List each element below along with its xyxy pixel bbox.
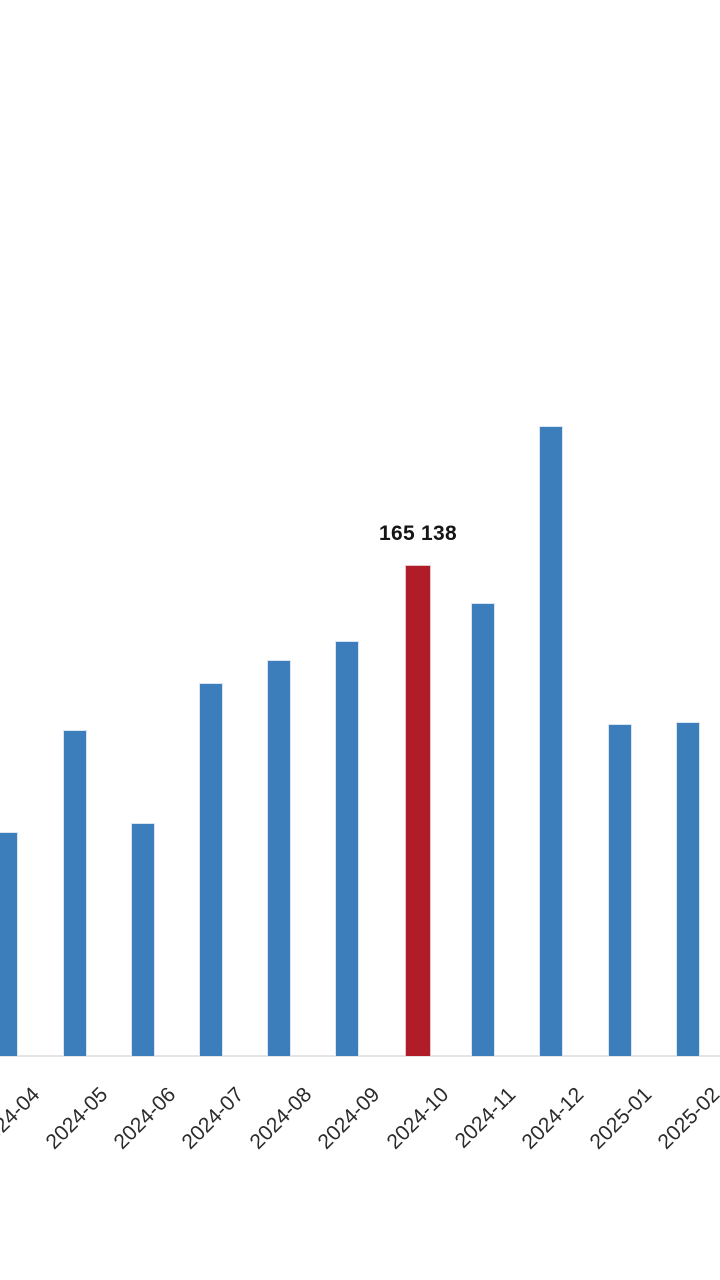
bar-2024-07[interactable]	[199, 683, 223, 1056]
x-axis-baseline	[0, 1055, 720, 1057]
bar-2024-10[interactable]	[405, 565, 431, 1056]
bar-value-label-2024-10: 165 138	[378, 522, 457, 545]
bar-2024-04[interactable]	[0, 832, 18, 1056]
bar-2024-09[interactable]	[335, 641, 359, 1056]
bar-2024-06[interactable]	[131, 823, 155, 1056]
plot-area: 165 138	[0, 426, 720, 1057]
bar-2024-12[interactable]	[539, 426, 563, 1056]
x-axis-labels: 2024-04 2024-05 2024-06 2024-07 2024-08 2024-…	[0, 1057, 720, 1280]
bar-2024-05[interactable]	[63, 730, 87, 1056]
bar-2024-08[interactable]	[267, 660, 291, 1056]
bar-2024-11[interactable]	[471, 603, 495, 1056]
bar-2025-02[interactable]	[676, 722, 700, 1056]
bar-2025-01[interactable]	[608, 724, 632, 1056]
